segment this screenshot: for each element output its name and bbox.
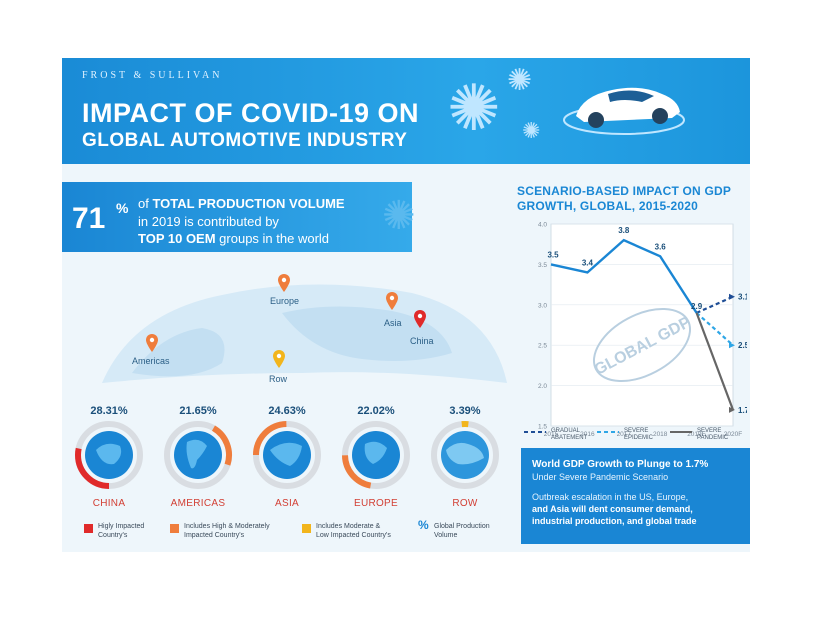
scenario-label-2: 1.7: [738, 406, 747, 415]
y-tick-label: 4.0: [538, 222, 547, 229]
map-label: Americas: [132, 356, 170, 366]
car-icon: [563, 87, 685, 135]
production-stat-banner: 71 % of TOTAL PRODUCTION VOLUME in 2019 …: [62, 182, 412, 252]
plot-area: [550, 223, 734, 427]
header-banner: FROST & SULLIVAN IMPACT OF COVID-19 ON G…: [62, 58, 750, 164]
page-title: IMPACT OF COVID-19 ON: [82, 98, 420, 128]
map-label: Row: [269, 374, 288, 384]
callout-body-2: and Asia will dent consumer demand,: [532, 504, 693, 514]
map-label: Asia: [384, 318, 402, 328]
scenario-arrow-1: [729, 342, 735, 349]
legend-line-pandemic: [670, 431, 692, 433]
legend-item-moderate: Includes High & Moderately Impacted Count…: [184, 523, 270, 539]
region-ring-asia: [253, 421, 321, 489]
chart-title: SCENARIO-BASED IMPACT ON GDP GROWTH, GLO…: [517, 184, 732, 213]
data-label: 3.4: [582, 258, 594, 267]
location-pin-icon: [278, 274, 290, 292]
scenario-line-2: [695, 312, 735, 411]
region-ring-europe: [342, 421, 410, 489]
scenario-label-0: 3.1: [738, 293, 747, 302]
legend-item-volume: Global Production Volume: [434, 523, 490, 539]
region-share-asia: 24.63%: [268, 405, 306, 417]
gdp-line-chart: 1.5 2.0 2.5 3.0 3.5 4.0 2015 2016 2017 2018 2019E 2…: [538, 222, 747, 439]
x-tick-label: 2020F: [724, 431, 742, 438]
y-tick-label: 3.5: [538, 262, 547, 269]
data-label: 3.8: [618, 226, 630, 235]
location-pin-icon: [146, 334, 158, 352]
region-share-china: 28.31%: [90, 405, 128, 417]
virus-icon: ✺: [522, 118, 541, 143]
legend-item-low: Includes Moderate & Low Impacted Country'…: [316, 523, 391, 539]
legend-line-gradual: [524, 431, 546, 433]
y-tick-label: 3.0: [538, 302, 547, 309]
legend-swatch-high: [84, 524, 93, 533]
region-name-china: CHINA: [92, 498, 126, 509]
percent-symbol: %: [418, 518, 429, 532]
callout-body-1: Outbreak escalation in the US, Europe,: [532, 492, 689, 502]
legend-swatch-low: [302, 524, 311, 533]
region-share-row: 3.39%: [449, 405, 481, 417]
map-label: China: [410, 336, 434, 346]
y-tick-label: 1.5: [538, 424, 547, 431]
brand-logo: FROST & SULLIVAN: [82, 70, 223, 81]
location-pin-icon: [273, 350, 285, 368]
world-map: [102, 284, 507, 383]
infographic: FROST & SULLIVAN IMPACT OF COVID-19 ON G…: [62, 58, 750, 552]
scenario-arrow-2: [729, 406, 735, 413]
x-tick-label: 2019E: [687, 431, 706, 438]
page-subtitle: GLOBAL AUTOMOTIVE INDUSTRY: [82, 130, 408, 151]
x-tick-label: 2016: [580, 431, 595, 438]
stat-line-3: TOP 10 OEM groups in the world: [138, 231, 330, 246]
virus-icon: ✺: [507, 64, 533, 97]
stamp-ring: [592, 307, 692, 383]
legend-item-high: Higly Impacted Country's: [98, 523, 145, 539]
legend-swatch-moderate: [170, 524, 179, 533]
data-label: 2.9: [691, 302, 703, 311]
location-pin-icon: [386, 292, 398, 310]
callout-body-3: industrial production, and global trade: [532, 516, 697, 526]
scenario-arrow-0: [729, 293, 735, 300]
data-label: 3.5: [547, 250, 559, 259]
stat-line-2: in 2019 is contributed by: [138, 214, 279, 229]
region-name-asia: ASIA: [275, 498, 299, 509]
region-name-europe: EUROPE: [353, 498, 399, 509]
stat-percent: %: [116, 200, 129, 216]
y-tick-label: 2.5: [538, 343, 547, 350]
stat-line-1: of TOTAL PRODUCTION VOLUME: [138, 196, 345, 211]
scenario-line-1: [695, 312, 734, 347]
x-tick-label: 2018: [653, 431, 668, 438]
gdp-callout: World GDP Growth to Plunge to 1.7% Under…: [521, 448, 750, 544]
x-tick-label: 2017: [617, 431, 632, 438]
region-name-row: ROW: [452, 498, 478, 509]
x-tick-label: 2015: [544, 431, 559, 438]
region-share-americas: 21.65%: [179, 405, 217, 417]
stat-number: 71: [72, 202, 106, 235]
region-share-europe: 22.02%: [357, 405, 395, 417]
region-ring-china: [75, 421, 143, 489]
callout-subheadline: Under Severe Pandemic Scenario: [532, 472, 669, 482]
location-pin-icon: [414, 310, 426, 328]
map-label: Europe: [270, 296, 300, 306]
region-ring-americas: [164, 421, 232, 489]
region-name-americas: AMERICAS: [170, 498, 226, 509]
callout-headline: World GDP Growth to Plunge to 1.7%: [532, 459, 709, 470]
history-line: [550, 238, 698, 314]
virus-icon: ✺: [447, 72, 501, 144]
y-tick-label: 2.0: [538, 383, 547, 390]
data-label: 3.6: [655, 242, 667, 251]
virus-icon: ✺: [382, 194, 416, 238]
legend-line-epidemic: [597, 431, 619, 433]
region-ring-row: [431, 421, 499, 489]
scenario-label-1: 2.5: [738, 341, 747, 350]
